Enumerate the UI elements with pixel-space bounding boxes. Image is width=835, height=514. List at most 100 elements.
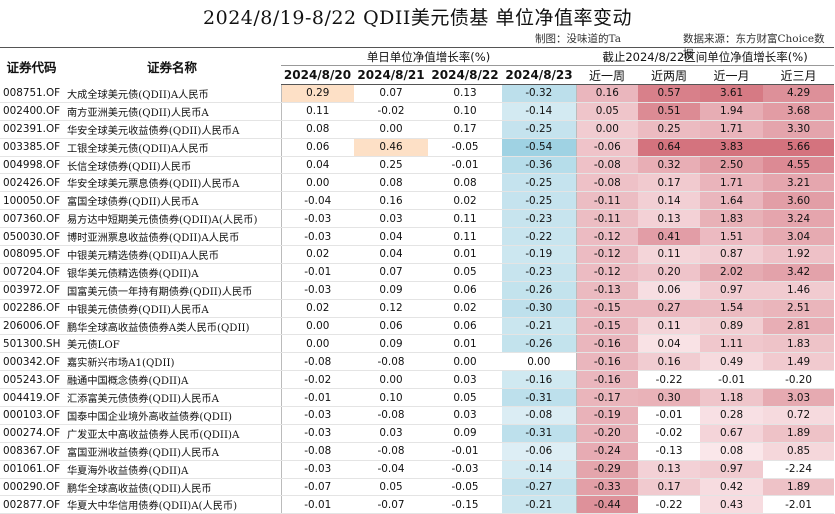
table-row: 002426.OF 华安全球美元票息债券(QDII)人民币A 0.00 0.08 0.0… bbox=[0, 173, 835, 193]
daily-return-cell: -0.03 bbox=[280, 406, 354, 425]
fund-code-cell: 000274.OF bbox=[0, 424, 63, 443]
daily-return-cell: 0.29 bbox=[280, 84, 354, 103]
period-return-cell: -0.15 bbox=[575, 299, 639, 318]
daily-return-cell: 0.04 bbox=[354, 245, 428, 264]
period-group-header: 截止2024/8/22区间单位净值增长率(%) bbox=[576, 47, 835, 66]
fund-code-cell: 007360.OF bbox=[0, 209, 63, 229]
table-row: 002877.OF 华夏大中华信用债券(QDII)A(人民币) -0.01 -0.07… bbox=[0, 495, 835, 514]
period-return-cell: 0.06 bbox=[638, 281, 701, 300]
fund-name-cell: 华夏大中华信用债券(QDII)A(人民币) bbox=[63, 495, 281, 514]
period-return-cell: 3.24 bbox=[763, 209, 835, 229]
period-return-cell: 0.11 bbox=[638, 245, 701, 264]
daily-return-cell: -0.05 bbox=[428, 138, 502, 157]
daily-return-cell: 0.00 bbox=[354, 370, 428, 390]
period-return-cell: 0.13 bbox=[638, 460, 701, 479]
period-return-cell: 0.28 bbox=[700, 406, 764, 425]
daily-return-cell: 0.05 bbox=[428, 388, 502, 408]
daily-return-cell: 0.00 bbox=[280, 317, 354, 336]
daily-return-cell: -0.08 bbox=[354, 406, 428, 425]
period-return-cell: -0.19 bbox=[575, 406, 639, 425]
daily-return-cell: 0.09 bbox=[354, 334, 428, 354]
fund-nav-table: 证券代码 证券名称 单日单位净值增长率(%) 截止2024/8/22区间单位净值… bbox=[0, 47, 835, 514]
fund-name-cell: 广发亚太中高收益债券人民币(QDII)A bbox=[63, 424, 281, 443]
period-return-cell: 1.89 bbox=[763, 424, 835, 443]
period-return-cell: 5.66 bbox=[763, 138, 835, 157]
period-return-cell: -0.13 bbox=[575, 281, 639, 300]
period-return-cell: 1.64 bbox=[700, 191, 764, 211]
daily-return-cell: -0.04 bbox=[354, 460, 428, 479]
daily-return-cell: 0.11 bbox=[280, 102, 354, 121]
fund-code-cell: 501300.SH bbox=[0, 334, 63, 354]
column-header-daily: 2024/8/20 bbox=[281, 65, 354, 85]
column-header-daily: 2024/8/23 bbox=[502, 65, 577, 85]
period-return-cell: 1.49 bbox=[763, 352, 835, 372]
daily-return-cell: 0.02 bbox=[280, 245, 354, 264]
period-return-cell: -0.08 bbox=[575, 173, 639, 193]
daily-return-cell: 0.01 bbox=[428, 334, 502, 354]
period-return-cell: -2.01 bbox=[763, 495, 835, 514]
table-row: 000290.OF 鹏华全球高收益债(QDII)人民币 -0.07 0.05 -0.05… bbox=[0, 478, 835, 497]
period-return-cell: 0.87 bbox=[700, 245, 764, 264]
table-row: 007204.OF 银华美元债精选债券(QDII)A -0.01 0.07 0.05 -0… bbox=[0, 263, 835, 282]
period-return-cell: -0.44 bbox=[575, 495, 639, 514]
period-return-cell: 0.20 bbox=[638, 263, 701, 282]
table-row: 004419.OF 汇添富美元债债券(QDII)人民币A -0.01 0.10 0.05… bbox=[0, 388, 835, 408]
column-header-code: 证券代码 bbox=[0, 47, 63, 85]
fund-code-cell: 002286.OF bbox=[0, 299, 63, 318]
fund-code-cell: 002391.OF bbox=[0, 120, 63, 139]
daily-return-cell: 0.10 bbox=[354, 388, 428, 408]
table-row: 206006.OF 鹏华全球高收益债债券A类人民币(QDII) 0.00 0.06 0.… bbox=[0, 317, 835, 336]
daily-return-cell: -0.01 bbox=[428, 156, 502, 175]
period-return-cell: -0.20 bbox=[575, 424, 639, 443]
period-return-cell: 4.29 bbox=[763, 84, 835, 103]
period-return-cell: 1.46 bbox=[763, 281, 835, 300]
daily-return-cell: 0.12 bbox=[354, 299, 428, 318]
period-return-cell: 1.11 bbox=[700, 334, 764, 354]
period-return-cell: 0.72 bbox=[763, 406, 835, 425]
fund-name-cell: 长信全球债券(QDII)人民币 bbox=[63, 156, 281, 175]
daily-return-cell: 0.04 bbox=[354, 227, 428, 247]
fund-name-cell: 美元债LOF bbox=[63, 334, 281, 354]
daily-return-cell: 0.07 bbox=[354, 263, 428, 282]
period-return-cell: 0.14 bbox=[638, 191, 701, 211]
fund-code-cell: 008367.OF bbox=[0, 442, 63, 461]
period-return-cell: 3.60 bbox=[763, 191, 835, 211]
period-return-cell: 0.30 bbox=[638, 388, 701, 408]
daily-return-cell: -0.22 bbox=[502, 227, 577, 247]
daily-return-cell: -0.15 bbox=[428, 495, 502, 514]
period-return-cell: 4.55 bbox=[763, 156, 835, 175]
column-header-daily: 2024/8/21 bbox=[354, 65, 428, 85]
period-return-cell: -0.11 bbox=[575, 191, 639, 211]
daily-return-cell: 0.17 bbox=[428, 120, 502, 139]
fund-code-cell: 000103.OF bbox=[0, 406, 63, 425]
table-row: 003385.OF 工银全球美元债(QDII)A人民币 0.06 0.46 -0.05-… bbox=[0, 138, 835, 157]
period-return-cell: 0.51 bbox=[638, 102, 701, 121]
daily-return-cell: 0.08 bbox=[428, 173, 502, 193]
daily-return-cell: 0.07 bbox=[354, 84, 428, 103]
daily-return-cell: -0.32 bbox=[502, 84, 577, 103]
fund-code-cell: 206006.OF bbox=[0, 317, 63, 336]
period-return-cell: 3.42 bbox=[763, 263, 835, 282]
period-return-cell: 0.00 bbox=[575, 120, 639, 139]
column-header-period: 近三月 bbox=[763, 65, 835, 85]
daily-return-cell: -0.27 bbox=[502, 478, 577, 497]
fund-name-cell: 华安全球美元收益债券(QDII)人民币A bbox=[63, 120, 281, 139]
daily-return-cell: 0.16 bbox=[354, 191, 428, 211]
fund-code-cell: 004419.OF bbox=[0, 388, 63, 408]
daily-return-cell: -0.14 bbox=[502, 460, 577, 479]
period-return-cell: 0.43 bbox=[700, 495, 764, 514]
fund-name-cell: 华安全球美元票息债券(QDII)人民币A bbox=[63, 173, 281, 193]
period-return-cell: 3.61 bbox=[700, 84, 764, 103]
daily-return-cell: -0.08 bbox=[280, 442, 354, 461]
daily-return-cell: 0.04 bbox=[280, 156, 354, 175]
period-return-cell: 3.03 bbox=[763, 388, 835, 408]
period-return-cell: 1.18 bbox=[700, 388, 764, 408]
daily-return-cell: -0.02 bbox=[354, 102, 428, 121]
fund-code-cell: 001061.OF bbox=[0, 460, 63, 479]
daily-return-cell: 0.06 bbox=[428, 281, 502, 300]
page-title: 2024/8/19-8/22 QDII美元债基 单位净值率变动 bbox=[203, 7, 632, 29]
period-return-cell: 3.68 bbox=[763, 102, 835, 121]
daily-return-cell: 0.02 bbox=[280, 299, 354, 318]
table-row: 008095.OF 中银美元精选债券(QDII)A人民币 0.02 0.04 0.01-… bbox=[0, 245, 835, 264]
daily-return-cell: 0.08 bbox=[280, 120, 354, 139]
